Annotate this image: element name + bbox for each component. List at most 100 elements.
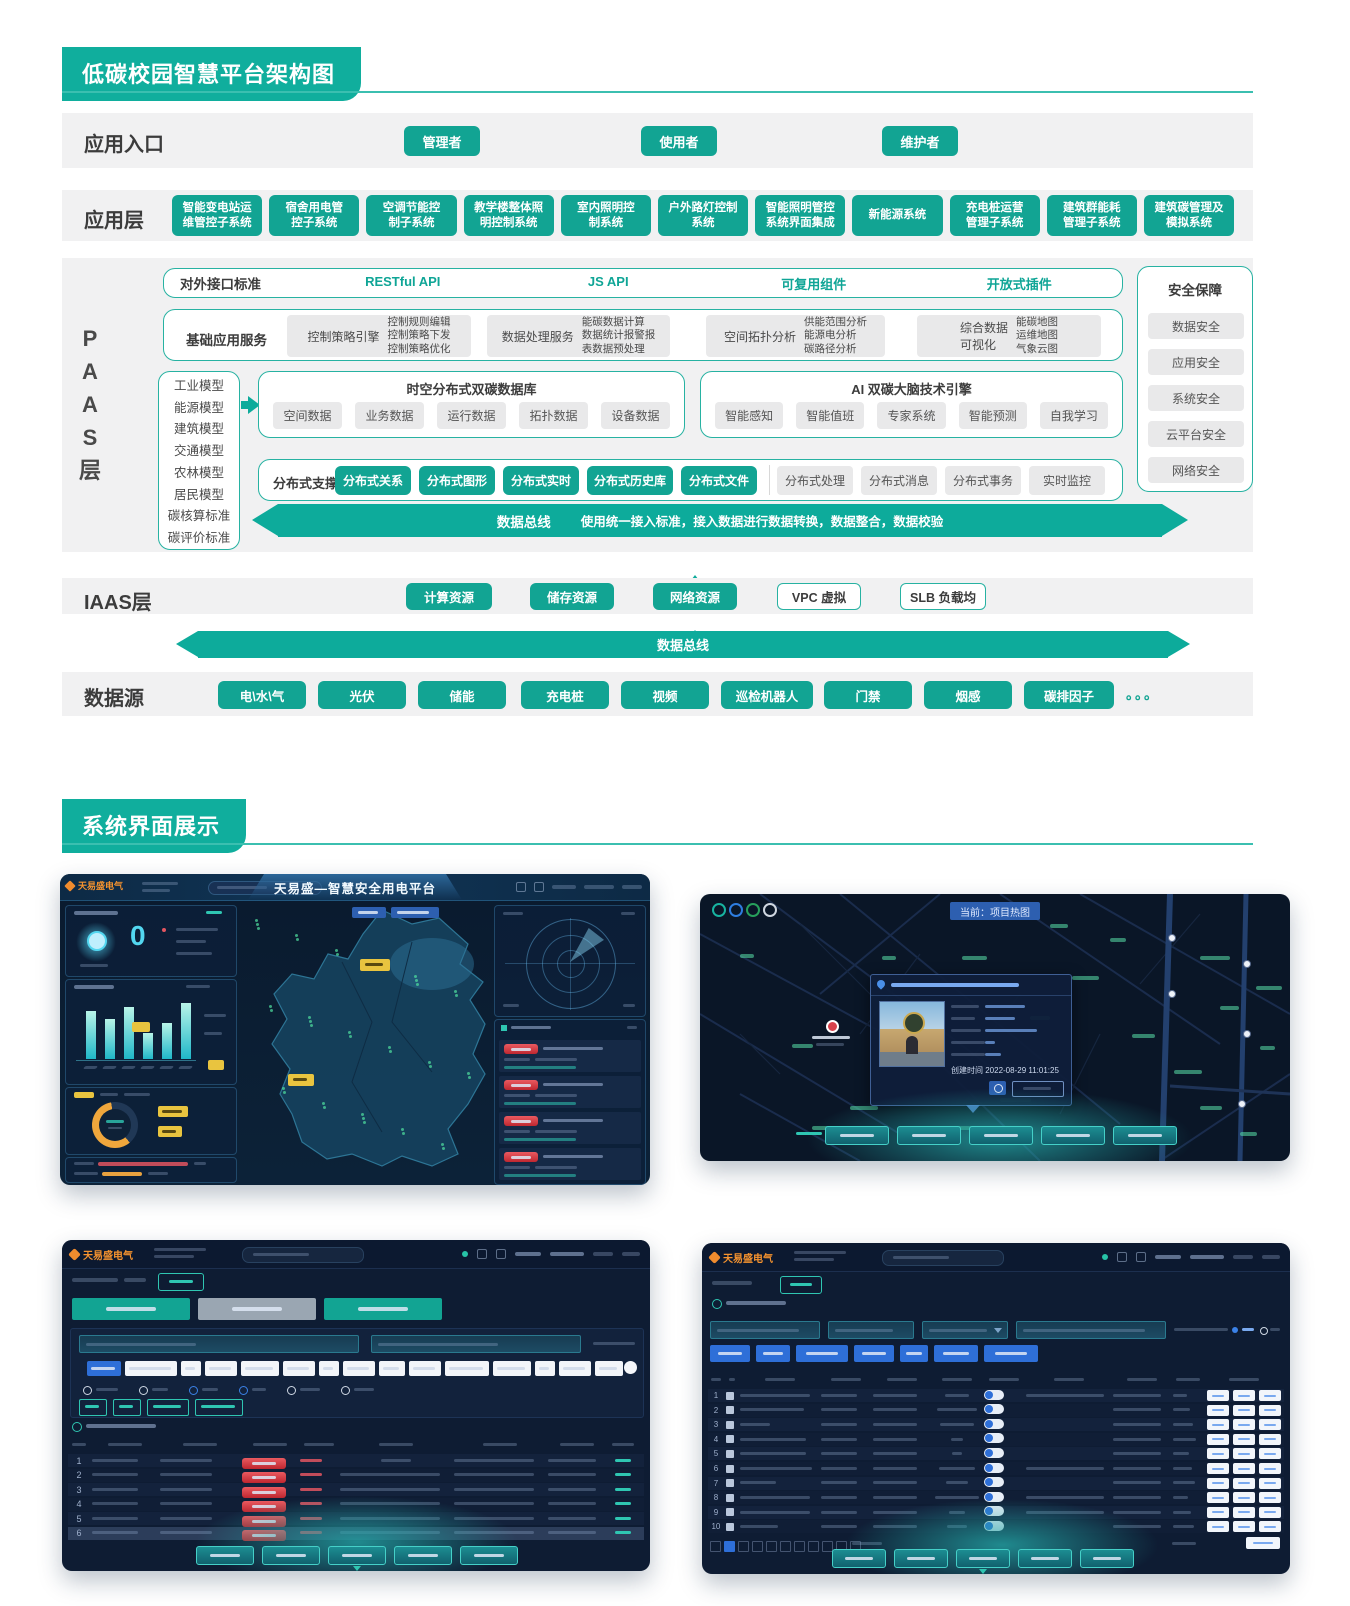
row-delete-button[interactable] [1233, 1521, 1256, 1533]
row-edit-button[interactable] [1207, 1521, 1230, 1533]
radio-icon[interactable] [287, 1386, 296, 1395]
row-delete-button[interactable] [1233, 1390, 1256, 1401]
role-user-button[interactable]: 使用者 [641, 126, 717, 156]
row-edit-button[interactable] [1207, 1492, 1230, 1504]
footer-action-button[interactable] [825, 1126, 889, 1145]
row-checkbox[interactable] [725, 1522, 734, 1531]
footer-action-button[interactable] [328, 1546, 386, 1565]
row-checkbox[interactable] [725, 1479, 734, 1488]
footer-action-button[interactable] [969, 1126, 1033, 1145]
footer-action-button[interactable] [460, 1546, 518, 1565]
row-more-button[interactable] [1259, 1521, 1282, 1533]
radio-icon[interactable] [189, 1386, 198, 1395]
alarm-table-row[interactable]: 1 [68, 1454, 644, 1469]
site-photo[interactable] [879, 1001, 945, 1067]
filter-action-button[interactable] [113, 1399, 141, 1416]
footer-action-button[interactable] [1041, 1126, 1105, 1145]
alert-marker-icon[interactable] [826, 1020, 839, 1033]
row-delete-button[interactable] [1233, 1463, 1256, 1474]
table-action-button[interactable] [900, 1345, 928, 1362]
app-system-box[interactable]: 新能源系统 [852, 195, 943, 236]
sound-icon[interactable] [477, 1249, 487, 1259]
row-more-button[interactable] [1259, 1390, 1282, 1401]
row-toggle[interactable] [984, 1462, 1005, 1473]
device-table-row[interactable]: 6 [708, 1462, 1284, 1475]
page-number[interactable] [724, 1541, 735, 1552]
row-toggle[interactable] [984, 1404, 1005, 1415]
footer-action-button[interactable] [1018, 1549, 1072, 1568]
filter-chip[interactable] [379, 1361, 405, 1376]
filter-chip[interactable] [493, 1361, 531, 1376]
row-delete-button[interactable] [1233, 1492, 1256, 1504]
role-admin-button[interactable]: 管理者 [404, 126, 480, 156]
app-system-box[interactable]: 室内照明控 制系统 [560, 195, 651, 236]
page-number[interactable] [710, 1541, 721, 1552]
filter-input[interactable] [79, 1335, 359, 1353]
app-system-box[interactable]: 充电桩运营 管理子系统 [949, 195, 1040, 236]
map-mode-button[interactable] [352, 907, 386, 918]
app-system-box[interactable]: 教学楼整体照 明控制系统 [463, 195, 554, 236]
search-input[interactable] [242, 1247, 364, 1263]
filter-select[interactable] [922, 1321, 1008, 1339]
row-checkbox[interactable] [725, 1449, 734, 1458]
map-mode-button[interactable] [391, 907, 439, 918]
row-more-button[interactable] [1259, 1433, 1282, 1445]
map-marker-icon[interactable] [1168, 990, 1176, 998]
filter-chip[interactable] [445, 1361, 489, 1376]
page-number[interactable] [780, 1541, 791, 1552]
footer-action-button[interactable] [262, 1546, 320, 1565]
row-more-button[interactable] [1259, 1463, 1282, 1474]
row-delete-button[interactable] [1233, 1448, 1256, 1460]
page-number[interactable] [766, 1541, 777, 1552]
table-action-button[interactable] [710, 1345, 750, 1362]
iaas-network-button[interactable]: 网络资源 [653, 583, 737, 610]
row-edit-button[interactable] [1207, 1419, 1230, 1431]
bell-icon[interactable] [1136, 1252, 1146, 1262]
filter-chip[interactable] [535, 1361, 555, 1376]
row-toggle[interactable] [984, 1418, 1005, 1429]
footer-action-button[interactable] [196, 1546, 254, 1565]
legend-dot-icon[interactable] [712, 903, 726, 917]
page-number[interactable] [794, 1541, 805, 1552]
radio-icon[interactable] [83, 1386, 92, 1395]
app-system-box[interactable]: 智能变电站运 维管控子系统 [172, 195, 263, 236]
app-system-box[interactable]: 建筑群能耗 管理子系统 [1046, 195, 1137, 236]
row-more-button[interactable] [1259, 1492, 1282, 1504]
filter-input[interactable] [371, 1335, 581, 1353]
collapse-chevron-icon[interactable] [353, 1566, 361, 1571]
row-edit-button[interactable] [1207, 1506, 1230, 1518]
footer-action-button[interactable] [894, 1549, 948, 1568]
filter-chip[interactable] [343, 1361, 375, 1376]
row-checkbox[interactable] [725, 1464, 734, 1473]
app-system-box[interactable]: 智能照明管控 系统界面集成 [755, 195, 846, 236]
row-edit-button[interactable] [1207, 1448, 1230, 1460]
radio-icon[interactable] [239, 1386, 248, 1395]
table-action-button[interactable] [984, 1345, 1038, 1362]
filter-chip[interactable] [595, 1361, 623, 1376]
app-system-box[interactable]: 户外路灯控制 系统 [657, 195, 749, 236]
device-table-row[interactable]: 3 [708, 1418, 1284, 1432]
alarm-card[interactable] [499, 1076, 641, 1108]
footer-action-button[interactable] [832, 1549, 886, 1568]
alarm-table-row[interactable]: 2 [68, 1468, 644, 1483]
radio-icon[interactable] [341, 1386, 350, 1395]
device-table-row[interactable]: 7 [708, 1476, 1284, 1490]
row-edit-button[interactable] [1207, 1433, 1230, 1445]
app-system-box[interactable]: 空调节能控 制子系统 [366, 195, 457, 236]
role-maintainer-button[interactable]: 维护者 [882, 126, 958, 156]
iaas-slb-button[interactable]: SLB 负载均 [900, 583, 986, 610]
footer-action-button[interactable] [1080, 1549, 1134, 1568]
app-system-box[interactable]: 建筑碳管理及 模拟系统 [1143, 195, 1235, 236]
tab-button[interactable] [198, 1298, 316, 1320]
filter-chip[interactable] [409, 1361, 441, 1376]
map-tag[interactable] [360, 959, 390, 971]
filter-action-button[interactable] [147, 1399, 189, 1416]
row-edit-button[interactable] [1207, 1477, 1230, 1489]
search-input[interactable] [882, 1250, 1004, 1266]
page-number[interactable] [752, 1541, 763, 1552]
row-more-button[interactable] [1259, 1404, 1282, 1416]
map-marker-icon[interactable] [1238, 1100, 1246, 1108]
row-toggle[interactable] [984, 1477, 1005, 1488]
legend-dot-icon[interactable] [746, 903, 760, 917]
filter-chip[interactable] [319, 1361, 339, 1376]
